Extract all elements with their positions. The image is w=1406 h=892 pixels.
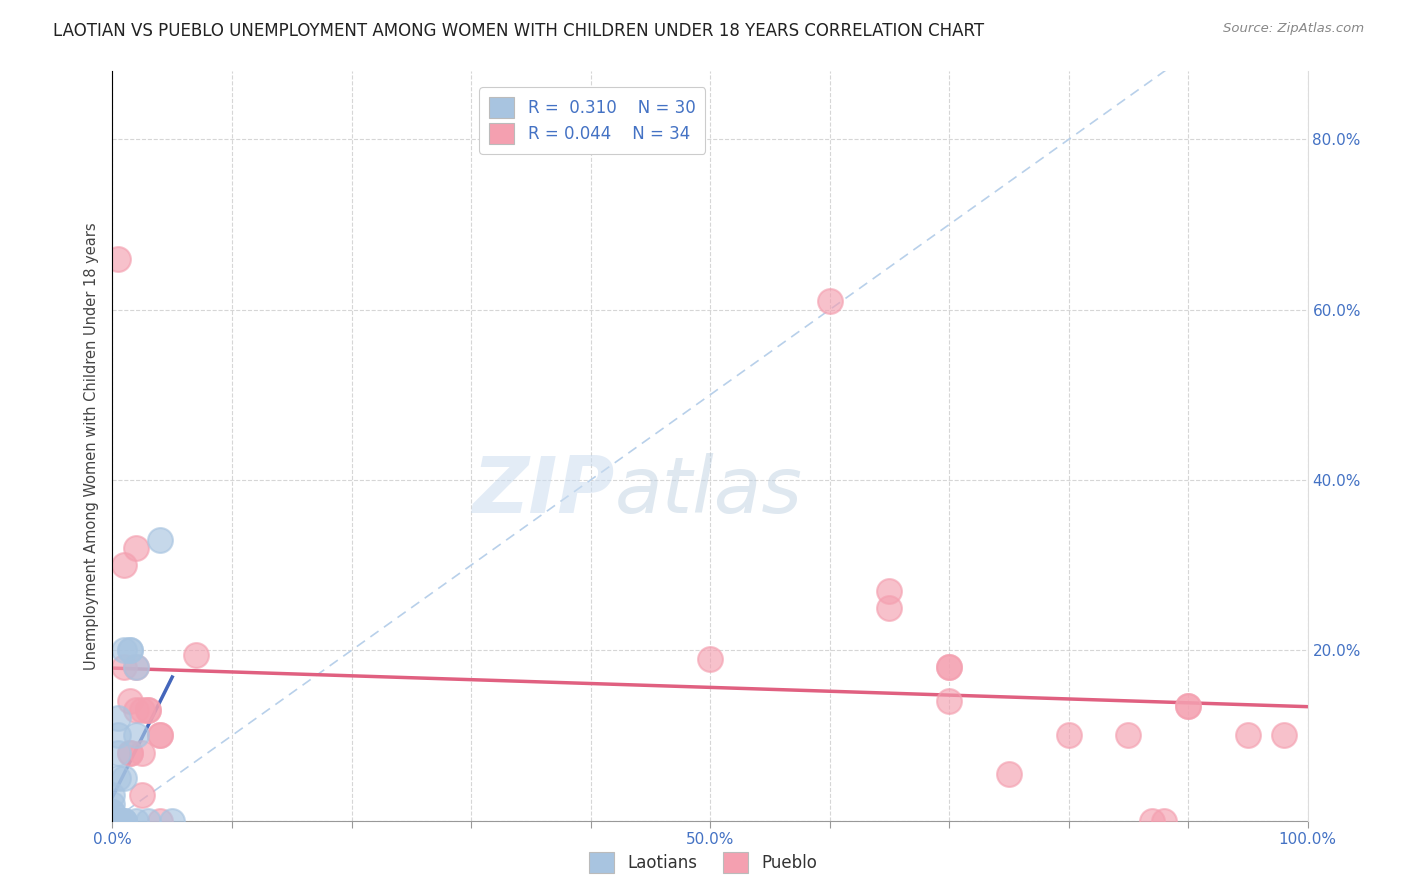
Point [149,533,172,547]
Point [107,771,129,785]
Point [114,814,135,828]
Point [1142,814,1164,828]
Point [131,746,153,760]
Point [101,814,124,828]
Point [107,252,129,266]
Point [186,648,208,662]
Legend: R =  0.310    N = 30, R = 0.044    N = 34: R = 0.310 N = 30, R = 0.044 N = 34 [479,87,706,153]
Point [120,643,142,657]
Point [107,746,129,760]
Point [120,746,142,760]
Point [818,294,841,309]
Point [120,694,142,708]
Point [120,643,142,657]
Point [107,814,129,828]
Point [138,703,160,717]
Point [162,814,183,828]
Point [131,788,153,802]
Point [114,814,135,828]
Point [1272,729,1295,743]
Point [101,805,124,819]
Text: atlas: atlas [614,453,803,529]
Point [101,788,124,802]
Point [1153,814,1175,828]
Point [101,814,124,828]
Point [120,746,142,760]
Point [1057,729,1080,743]
Point [107,729,129,743]
Text: ZIP: ZIP [472,453,614,529]
Point [938,660,960,674]
Point [114,814,135,828]
Text: Source: ZipAtlas.com: Source: ZipAtlas.com [1223,22,1364,36]
Point [125,660,148,674]
Point [1177,698,1199,713]
Point [125,814,148,828]
Point [114,660,135,674]
Point [101,805,124,819]
Point [149,814,172,828]
Point [699,652,721,666]
Point [879,600,901,615]
Point [149,729,172,743]
Point [114,558,135,573]
Point [107,814,129,828]
Point [138,814,160,828]
Point [149,729,172,743]
Point [125,541,148,556]
Point [938,660,960,674]
Point [101,814,124,828]
Point [101,814,124,828]
Point [1177,698,1199,713]
Point [125,729,148,743]
Point [125,703,148,717]
Point [107,814,129,828]
Point [107,711,129,725]
Text: LAOTIAN VS PUEBLO UNEMPLOYMENT AMONG WOMEN WITH CHILDREN UNDER 18 YEARS CORRELAT: LAOTIAN VS PUEBLO UNEMPLOYMENT AMONG WOM… [53,22,984,40]
Point [879,583,901,598]
Point [998,767,1021,781]
Point [101,797,124,811]
Point [1237,729,1260,743]
Point [938,694,960,708]
Y-axis label: Unemployment Among Women with Children Under 18 years: Unemployment Among Women with Children U… [84,222,100,670]
Point [114,771,135,785]
Point [107,814,129,828]
Point [114,643,135,657]
Point [131,703,153,717]
Point [101,814,124,828]
Point [1118,729,1140,743]
Point [138,703,160,717]
Point [125,660,148,674]
Legend: Laotians, Pueblo: Laotians, Pueblo [582,846,824,880]
